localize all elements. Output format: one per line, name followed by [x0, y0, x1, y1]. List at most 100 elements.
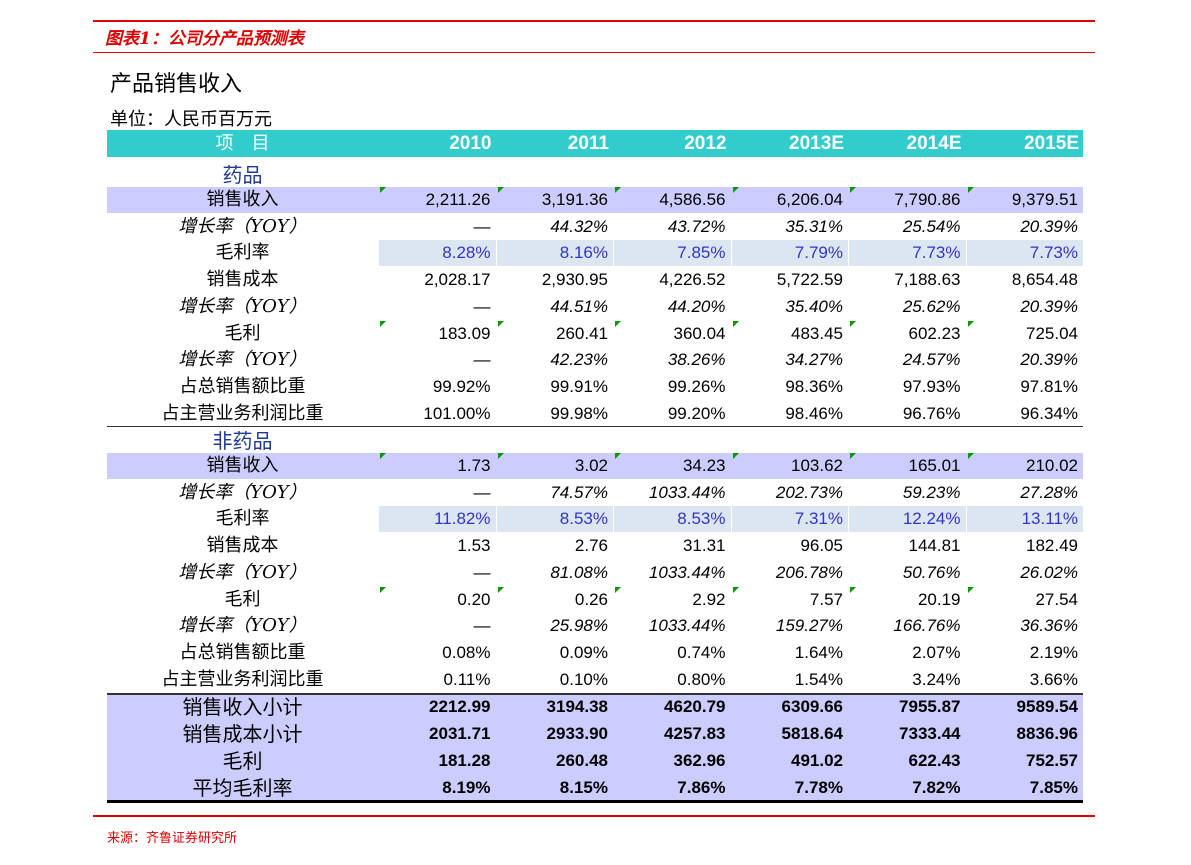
- value-cell: 2212.99: [429, 697, 491, 716]
- cell-marker: [732, 187, 739, 193]
- header-cell: 2015E: [1024, 133, 1079, 154]
- value-cell: 96.34%: [1020, 403, 1078, 423]
- value-cell: 44.20%: [667, 296, 726, 316]
- value-cell: 0.20: [457, 589, 491, 609]
- value-cell: 2,028.17: [424, 270, 491, 290]
- value-cell: 8.15%: [559, 778, 608, 797]
- value-cell: 602.23: [908, 323, 961, 343]
- cell-marker: [615, 453, 621, 459]
- value-cell: 98.36%: [785, 376, 843, 396]
- value-cell: 4257.83: [664, 724, 726, 743]
- row-label: 毛利: [222, 749, 263, 773]
- value-cell: 1.53: [457, 536, 491, 556]
- table-bottom-rule: [107, 800, 1083, 803]
- value-cell: 0.11%: [443, 669, 491, 689]
- value-cell: 3.66%: [1029, 669, 1078, 689]
- value-cell: 1033.44%: [648, 482, 726, 502]
- value-cell: 31.31: [682, 536, 726, 556]
- value-cell: 182.49: [1026, 536, 1078, 556]
- value-cell: 0.08%: [442, 642, 491, 662]
- row-label: 增长率（YOY）: [178, 295, 307, 317]
- value-cell: 99.91%: [550, 376, 608, 396]
- cell-divider: [613, 506, 614, 533]
- cell-marker: [732, 320, 739, 327]
- row-highlight: [107, 453, 1083, 479]
- cell-marker: [967, 320, 974, 327]
- value-cell: 20.19: [917, 589, 961, 609]
- value-cell: 50.76%: [902, 562, 961, 582]
- value-cell: 7.82%: [912, 778, 961, 797]
- value-cell: 99.98%: [550, 403, 608, 423]
- value-cell: 360.04: [673, 323, 726, 343]
- value-cell: 42.23%: [550, 350, 608, 370]
- value-cell: 4,226.52: [659, 270, 726, 290]
- cell-marker: [380, 187, 386, 193]
- value-cell: 7,188.63: [894, 270, 961, 290]
- value-cell: 2.19%: [1029, 642, 1078, 662]
- value-cell: —: [473, 562, 491, 582]
- cell-divider: [378, 240, 379, 267]
- value-cell: 8,654.48: [1011, 270, 1078, 290]
- row-label: 增长率（YOY）: [178, 561, 307, 583]
- value-cell: 97.81%: [1020, 376, 1078, 396]
- value-cell: 24.57%: [902, 350, 961, 370]
- cell-marker: [497, 453, 504, 459]
- value-cell: 36.36%: [1020, 616, 1078, 636]
- value-cell: 183.09: [438, 323, 491, 343]
- value-cell: 2.07%: [912, 642, 961, 662]
- row-label: 增长率（YOY）: [178, 215, 307, 237]
- value-cell: 74.57%: [550, 482, 608, 502]
- value-cell: 1.64%: [794, 642, 843, 662]
- value-cell: 98.46%: [785, 403, 843, 423]
- title-rule: [93, 52, 1095, 53]
- value-cell: —: [473, 482, 491, 502]
- value-cell: 96.05: [800, 536, 843, 556]
- value-cell: —: [473, 616, 491, 636]
- row-label: 占主营业务利润比重: [161, 668, 324, 690]
- value-cell: 97.93%: [902, 376, 961, 396]
- row-label: 毛利率: [215, 242, 270, 264]
- value-cell: 260.41: [556, 323, 608, 343]
- header-band: [107, 130, 1083, 157]
- value-cell: 27.28%: [1020, 482, 1078, 502]
- value-cell: 7.78%: [794, 778, 843, 797]
- cell-divider: [613, 240, 614, 267]
- cell-marker: [615, 187, 621, 193]
- value-cell: 202.73%: [775, 482, 843, 502]
- row-label: 占总销售额比重: [179, 641, 306, 663]
- value-cell: 59.23%: [902, 482, 961, 502]
- value-cell: 483.45: [791, 323, 843, 343]
- value-cell: 81.08%: [550, 562, 608, 582]
- cell-marker: [732, 453, 739, 459]
- cell-divider: [495, 506, 497, 533]
- value-cell: 165.01: [908, 456, 961, 475]
- header-cell: 2012: [684, 133, 727, 154]
- unit-note: 单位：人民币百万元: [110, 109, 272, 130]
- value-cell: 103.62: [791, 456, 843, 475]
- cell-marker: [967, 187, 974, 193]
- row-label: 占主营业务利润比重: [161, 402, 324, 424]
- value-cell: 2,211.26: [425, 190, 491, 209]
- row-label: 毛利: [224, 588, 261, 610]
- cell-marker: [497, 586, 504, 593]
- value-cell: 752.57: [1026, 751, 1078, 770]
- value-cell: 34.27%: [785, 350, 843, 370]
- cell-marker: [380, 453, 386, 459]
- section-title: 药品: [222, 163, 263, 187]
- value-cell: 4,586.56: [659, 190, 726, 209]
- cell-marker: [380, 586, 386, 593]
- header-cell: 2011: [567, 133, 609, 154]
- cell-marker: [850, 320, 856, 327]
- value-cell: 3194.38: [546, 697, 608, 716]
- cell-marker: [850, 453, 856, 459]
- value-cell: 2.92: [692, 589, 726, 609]
- totals-top-rule: [107, 693, 1083, 695]
- value-cell: 99.26%: [667, 376, 726, 396]
- value-cell: 144.81: [908, 536, 961, 556]
- value-cell: 7.85%: [1029, 778, 1078, 797]
- row-label: 增长率（YOY）: [178, 481, 307, 503]
- value-cell: 181.28: [438, 751, 491, 770]
- value-cell: 7.31%: [794, 509, 843, 529]
- value-cell: 0.74%: [677, 642, 726, 662]
